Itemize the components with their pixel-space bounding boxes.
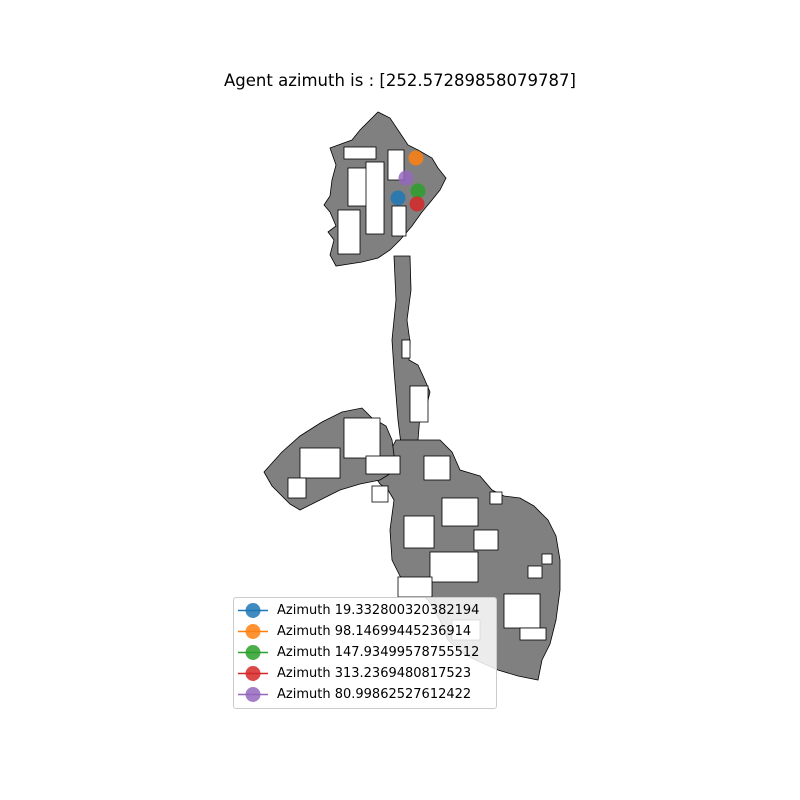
agent-markers: [390, 150, 426, 212]
legend: Azimuth 19.332800320382194 Azimuth 98.146…: [233, 597, 497, 709]
legend-swatch: [238, 666, 268, 681]
legend-label: Azimuth 80.99862527612422: [277, 687, 472, 702]
agent-marker-4: [409, 196, 425, 212]
legend-swatch: [238, 687, 268, 702]
legend-label: Azimuth 147.93499578755512: [277, 645, 480, 660]
agent-marker-3: [410, 183, 426, 199]
agent-marker-1: [390, 190, 406, 206]
legend-label: Azimuth 19.332800320382194: [277, 603, 480, 618]
legend-entry: Azimuth 98.14699445236914: [234, 621, 496, 642]
agent-marker-5: [398, 170, 414, 186]
agent-marker-2: [408, 150, 424, 166]
chart-title: Agent azimuth is : [252.57289858079787]: [224, 71, 576, 90]
legend-swatch: [238, 645, 268, 660]
legend-entry: Azimuth 19.332800320382194: [234, 600, 496, 621]
legend-swatch: [238, 624, 268, 639]
legend-entry: Azimuth 80.99862527612422: [234, 684, 496, 705]
legend-label: Azimuth 313.2369480817523: [277, 666, 472, 681]
map-obstacles: [287, 146, 553, 641]
legend-entry: Azimuth 313.2369480817523: [234, 663, 496, 684]
legend-label: Azimuth 98.14699445236914: [277, 624, 472, 639]
legend-swatch: [238, 603, 268, 618]
legend-entry: Azimuth 147.93499578755512: [234, 642, 496, 663]
